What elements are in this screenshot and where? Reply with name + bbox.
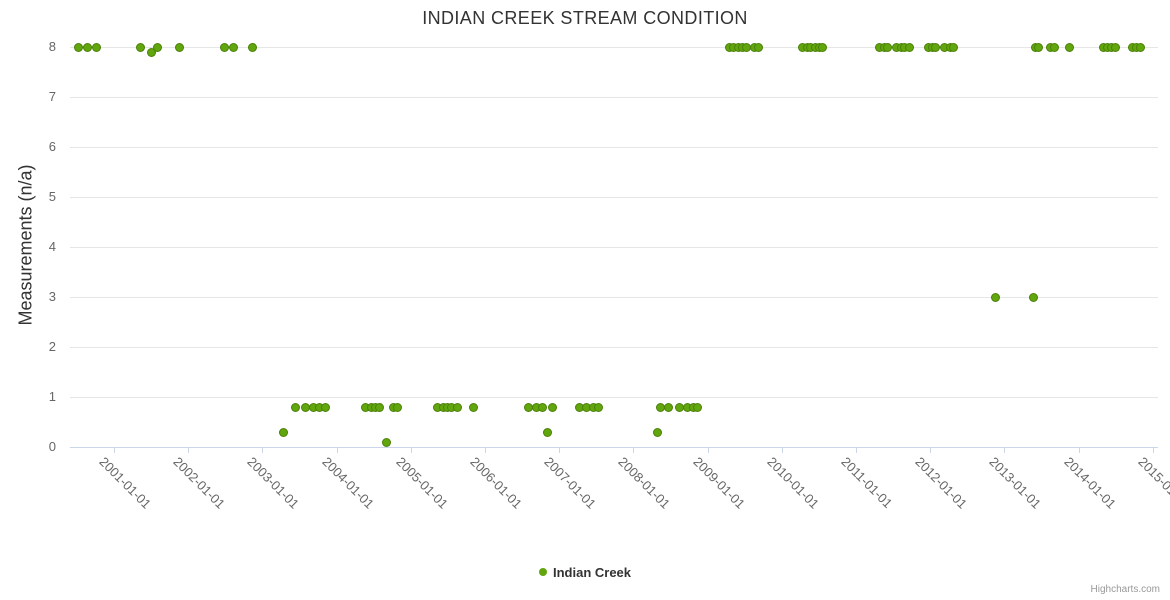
y-gridline bbox=[70, 47, 1158, 48]
legend-label: Indian Creek bbox=[552, 564, 632, 580]
y-axis-tick-label: 0 bbox=[48, 439, 56, 454]
data-point[interactable] bbox=[931, 42, 941, 52]
data-point[interactable] bbox=[543, 427, 553, 437]
x-axis-tick bbox=[707, 448, 709, 453]
data-point[interactable] bbox=[228, 42, 238, 52]
data-point[interactable] bbox=[904, 42, 914, 52]
data-point[interactable] bbox=[1111, 42, 1121, 52]
x-axis-tick-label: 2004-01-01 bbox=[318, 454, 377, 512]
y-axis-tick-label: 2 bbox=[48, 339, 56, 354]
x-axis-tick-label: 2005-01-01 bbox=[393, 454, 451, 512]
x-axis-tick-label: 2014-01-01 bbox=[1060, 454, 1119, 512]
x-axis-tick bbox=[633, 448, 635, 453]
x-axis-line bbox=[70, 447, 1158, 448]
chart-title: INDIAN CREEK STREAM CONDITION bbox=[422, 8, 748, 28]
data-point[interactable] bbox=[392, 402, 402, 412]
data-point[interactable] bbox=[74, 42, 84, 52]
x-axis-tick-label: 2008-01-01 bbox=[615, 454, 674, 512]
data-point[interactable] bbox=[147, 47, 157, 57]
y-gridline bbox=[70, 197, 1158, 198]
x-axis-tick bbox=[114, 448, 115, 453]
data-point[interactable] bbox=[219, 42, 229, 52]
data-point[interactable] bbox=[653, 427, 663, 437]
data-point[interactable] bbox=[537, 402, 547, 412]
x-axis-tick-label: 2001-01-01 bbox=[96, 454, 155, 512]
y-gridline bbox=[70, 247, 1158, 248]
y-axis-tick-label: 5 bbox=[48, 189, 56, 204]
data-point[interactable] bbox=[83, 42, 93, 52]
data-point[interactable] bbox=[1029, 292, 1039, 302]
x-axis-tick bbox=[485, 448, 486, 453]
data-point[interactable] bbox=[174, 42, 184, 52]
x-axis-tick-label: 2009-01-01 bbox=[689, 454, 748, 512]
x-axis-tick-label: 2010-01-01 bbox=[764, 454, 822, 512]
x-axis-tick bbox=[930, 448, 932, 453]
y-gridline bbox=[70, 97, 1158, 98]
x-axis-tick-label: 2015-01-01 bbox=[1135, 454, 1170, 512]
data-point[interactable] bbox=[278, 427, 288, 437]
y-axis-tick-label: 7 bbox=[48, 89, 56, 104]
x-axis-tick bbox=[559, 448, 561, 453]
y-gridline bbox=[70, 397, 1158, 398]
data-point[interactable] bbox=[547, 402, 557, 412]
x-axis-tick bbox=[1004, 448, 1006, 453]
x-axis-tick bbox=[781, 448, 783, 453]
data-point[interactable] bbox=[990, 292, 1000, 302]
data-point[interactable] bbox=[883, 42, 893, 52]
x-axis-tick-label: 2013-01-01 bbox=[986, 454, 1045, 512]
y-gridline bbox=[70, 347, 1158, 348]
x-axis-tick-label: 2006-01-01 bbox=[467, 454, 526, 512]
data-point[interactable] bbox=[818, 42, 828, 52]
x-axis-tick-label: 2011-01-01 bbox=[838, 454, 896, 511]
x-axis-tick-label: 2002-01-01 bbox=[170, 454, 229, 512]
x-axis-tick bbox=[336, 448, 338, 453]
y-axis-tick-label: 6 bbox=[48, 139, 56, 154]
x-axis-tick bbox=[262, 448, 264, 453]
y-gridline bbox=[70, 147, 1158, 148]
x-axis-tick bbox=[1078, 448, 1080, 453]
legend-marker-icon bbox=[538, 568, 547, 576]
data-point[interactable] bbox=[692, 402, 702, 412]
data-point[interactable] bbox=[663, 402, 673, 412]
data-point[interactable] bbox=[135, 42, 145, 52]
data-point[interactable] bbox=[92, 42, 102, 52]
data-point[interactable] bbox=[1136, 42, 1146, 52]
x-axis-tick-label: 2003-01-01 bbox=[244, 454, 303, 512]
legend: Indian Creek bbox=[0, 563, 1170, 581]
data-point[interactable] bbox=[291, 402, 301, 412]
data-point[interactable] bbox=[453, 402, 463, 412]
data-point[interactable] bbox=[320, 402, 330, 412]
y-axis-tick-label: 1 bbox=[48, 389, 56, 404]
data-point[interactable] bbox=[153, 42, 163, 52]
data-point[interactable] bbox=[593, 402, 603, 412]
data-point[interactable] bbox=[948, 42, 958, 52]
data-point[interactable] bbox=[469, 402, 479, 412]
y-axis-tick-label: 3 bbox=[48, 289, 56, 304]
x-axis-tick-label: 2012-01-01 bbox=[912, 454, 971, 512]
x-axis-tick-label: 2007-01-01 bbox=[541, 454, 600, 512]
data-point[interactable] bbox=[1034, 42, 1044, 52]
x-axis-tick bbox=[410, 448, 412, 453]
y-axis-tick-label: 8 bbox=[48, 39, 56, 54]
x-axis-tick bbox=[1152, 448, 1154, 453]
y-gridline bbox=[70, 297, 1158, 298]
data-point[interactable] bbox=[375, 402, 385, 412]
data-point[interactable] bbox=[382, 437, 392, 447]
y-axis-tick-label: 4 bbox=[48, 239, 56, 254]
x-axis-tick bbox=[188, 448, 190, 453]
data-point[interactable] bbox=[754, 42, 764, 52]
highcharts-credits-link[interactable]: Highcharts.com bbox=[1090, 584, 1160, 595]
data-point[interactable] bbox=[1050, 42, 1060, 52]
legend-item-indian-creek[interactable]: Indian Creek bbox=[538, 564, 632, 580]
x-axis-tick bbox=[856, 448, 857, 453]
data-point[interactable] bbox=[248, 42, 258, 52]
data-point[interactable] bbox=[1064, 42, 1074, 52]
